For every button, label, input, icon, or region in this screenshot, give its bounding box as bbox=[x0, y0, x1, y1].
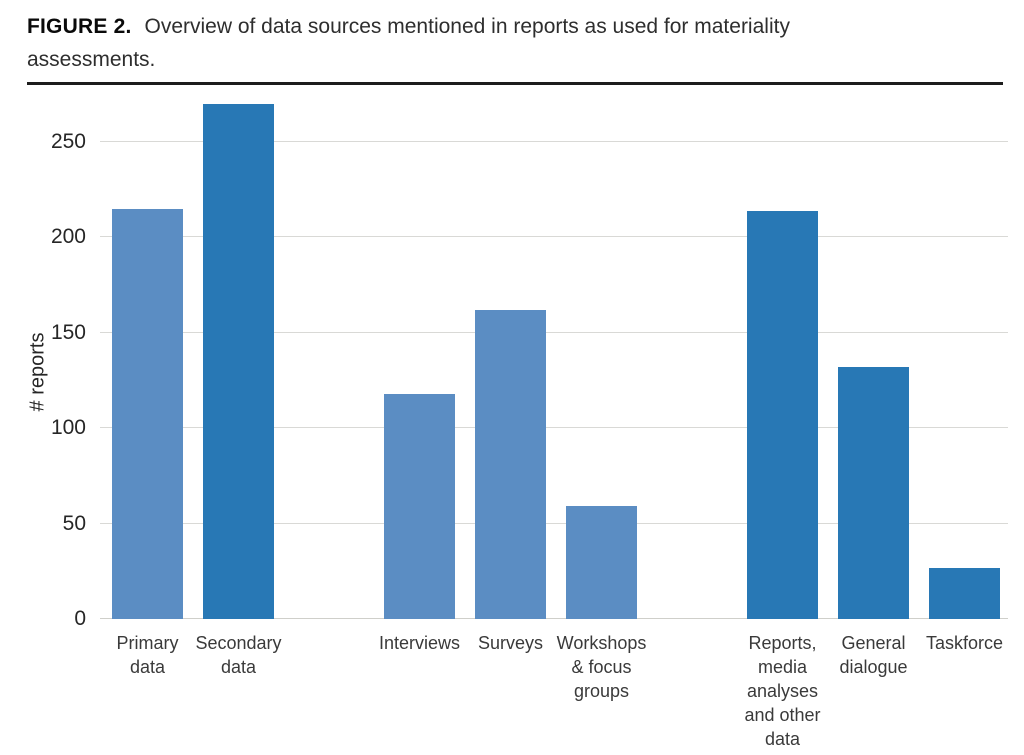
bar-workshops-focus-groups bbox=[566, 506, 637, 619]
x-tick-label-line: dialogue bbox=[839, 657, 908, 677]
x-tick-label-secondary-data: Secondary data bbox=[195, 631, 281, 679]
x-tick-label-line: data bbox=[764, 729, 801, 749]
x-tick-label-line: & focus bbox=[571, 657, 632, 677]
x-tick-label-line: Secondary bbox=[195, 633, 282, 653]
y-tick-label: 250 bbox=[50, 130, 86, 153]
bar-interviews bbox=[384, 393, 455, 619]
bar-reports-media-analyses-and-other-data bbox=[747, 210, 818, 619]
gridline bbox=[100, 236, 1008, 238]
x-tick-label-taskforce: Taskforce bbox=[926, 631, 1003, 655]
y-tick-label: 50 bbox=[62, 511, 86, 535]
x-tick-label-line: Reports, bbox=[748, 633, 817, 653]
gridline bbox=[100, 331, 1008, 333]
plot-area: 0 50 100 150 200 250 Primary data Secondary data I… bbox=[51, 100, 1008, 749]
y-tick-label: 100 bbox=[50, 416, 86, 440]
figure-label: FIGURE 2. bbox=[27, 15, 132, 38]
gridline bbox=[100, 141, 1008, 142]
x-tick-label-line: and other bbox=[744, 705, 821, 725]
caption-line-2: assessments. bbox=[27, 48, 156, 71]
y-tick-label: 150 bbox=[50, 320, 86, 344]
x-tick-label-line: Primary bbox=[116, 633, 179, 653]
x-tick-label-line: Taskforce bbox=[925, 633, 1004, 653]
x-tick-label-line: analyses bbox=[746, 681, 819, 701]
bar-secondary-data bbox=[203, 103, 274, 619]
caption-text-line-1: Overview of data sources mentioned in re… bbox=[144, 15, 790, 38]
bar-surveys bbox=[475, 309, 546, 619]
x-tick-label-general-dialogue: General dialogue bbox=[839, 631, 907, 679]
gridline bbox=[100, 522, 1008, 524]
x-tick-label-line: General bbox=[841, 633, 906, 653]
caption-line-1: FIGURE 2. Overview of data sources mentio… bbox=[27, 10, 987, 43]
x-tick-label-line: groups bbox=[573, 681, 630, 701]
y-tick-label: 0 bbox=[74, 607, 86, 630]
x-tick-label-primary-data: Primary data bbox=[117, 631, 179, 679]
figure-caption: FIGURE 2. Overview of data sources mentio… bbox=[27, 10, 987, 76]
x-axis-baseline bbox=[100, 618, 1008, 619]
x-tick-label-line: Workshops bbox=[556, 633, 647, 653]
x-tick-label-line: data bbox=[129, 657, 166, 677]
x-tick-label-line: media bbox=[757, 657, 808, 677]
bar-general-dialogue bbox=[838, 367, 909, 619]
x-tick-label-line: Interviews bbox=[378, 633, 461, 653]
gridline bbox=[100, 427, 1008, 429]
x-tick-label-workshops-focus-groups: Workshops & focus groups bbox=[557, 631, 647, 703]
bar-primary-data bbox=[112, 208, 183, 619]
x-tick-label-interviews: Interviews bbox=[379, 631, 460, 655]
bar-taskforce bbox=[929, 567, 1000, 619]
caption-divider-rule bbox=[27, 82, 1003, 85]
x-tick-label-line: Surveys bbox=[477, 633, 544, 653]
x-tick-label-surveys: Surveys bbox=[478, 631, 543, 655]
y-tick-label: 200 bbox=[50, 225, 86, 249]
x-tick-label-reports-media-analyses-and-other-data: Reports, media analyses and other data bbox=[744, 631, 820, 751]
x-tick-label-line: data bbox=[220, 657, 257, 677]
